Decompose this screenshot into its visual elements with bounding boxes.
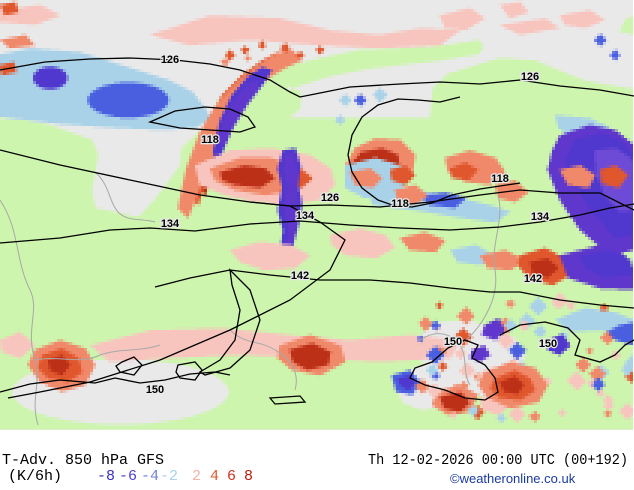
svg-text:Th 12-02-2026 00:00 UTC (00+19: Th 12-02-2026 00:00 UTC (00+192) xyxy=(368,452,628,469)
svg-text:-8: -8 xyxy=(97,468,115,485)
svg-text:118: 118 xyxy=(391,198,409,210)
svg-text:T-Adv. 850 hPa GFS: T-Adv. 850 hPa GFS xyxy=(2,452,164,469)
svg-text:4: 4 xyxy=(210,468,219,485)
svg-text:126: 126 xyxy=(521,71,539,83)
svg-text:6: 6 xyxy=(227,468,236,485)
svg-text:2: 2 xyxy=(192,468,201,485)
svg-text:-6: -6 xyxy=(119,468,137,485)
svg-text:134: 134 xyxy=(531,211,550,223)
svg-text:142: 142 xyxy=(291,270,309,282)
svg-text:126: 126 xyxy=(321,192,339,204)
svg-text:134: 134 xyxy=(296,210,315,222)
svg-text:118: 118 xyxy=(201,134,219,146)
svg-text:118: 118 xyxy=(491,173,509,185)
svg-text:-4: -4 xyxy=(141,468,159,485)
svg-text:-2: -2 xyxy=(160,468,178,485)
svg-text:126: 126 xyxy=(161,54,179,66)
svg-text:150: 150 xyxy=(539,338,557,350)
svg-text:©weatheronline.co.uk: ©weatheronline.co.uk xyxy=(450,471,576,486)
svg-text:(K/6h): (K/6h) xyxy=(8,468,62,485)
svg-text:134: 134 xyxy=(161,218,180,230)
svg-text:150: 150 xyxy=(146,384,164,396)
svg-text:142: 142 xyxy=(524,273,542,285)
svg-text:150: 150 xyxy=(444,336,462,348)
svg-text:8: 8 xyxy=(244,468,253,485)
